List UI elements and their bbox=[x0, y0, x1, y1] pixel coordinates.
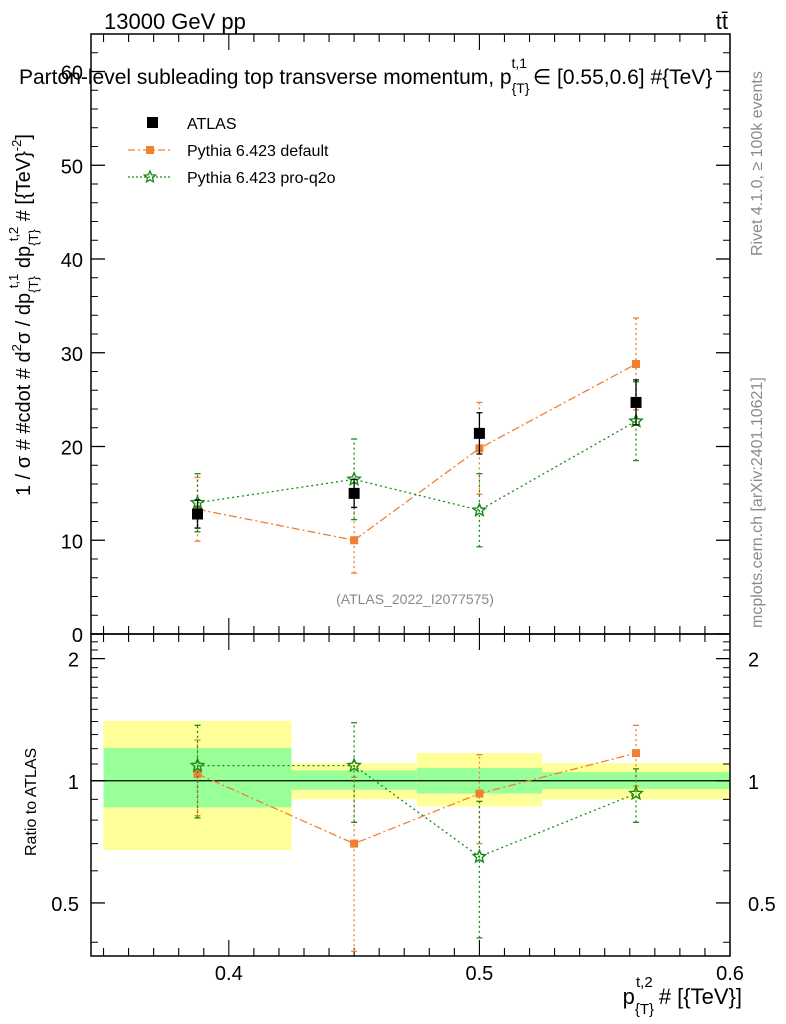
default-point-marker bbox=[632, 360, 641, 368]
ratio-y-tick-label-right: 2 bbox=[748, 650, 759, 672]
ratio-pro-q2o-point-marker bbox=[346, 757, 363, 773]
main-y-tick-label: 40 bbox=[61, 250, 83, 272]
legend-marker-atlas bbox=[147, 117, 158, 128]
main-data-layer bbox=[189, 317, 644, 574]
atlas-point-marker bbox=[630, 396, 642, 408]
title-sup: t,1 bbox=[512, 55, 528, 71]
ratio-y-tick-label: 2 bbox=[68, 650, 79, 672]
ratio-y-tick-label-right: 1 bbox=[748, 772, 759, 794]
pro-q2o-point-line bbox=[197, 420, 637, 511]
legend-label-pro-q2o: Pythia 6.423 pro-q2o bbox=[187, 170, 336, 187]
main-x-ticks bbox=[102, 34, 731, 634]
process-label: tt̄ bbox=[716, 9, 728, 34]
ratio-x-tick-label: 0.5 bbox=[466, 963, 494, 985]
ratio-y-tick-label: 1 bbox=[68, 772, 79, 794]
ratio-pro-q2o-point-marker bbox=[471, 848, 488, 864]
main-y-tick-label: 60 bbox=[61, 63, 83, 85]
main-y-tick-label: 20 bbox=[61, 438, 83, 460]
ratio-default-point-line bbox=[197, 752, 637, 845]
title-sub: {T} bbox=[512, 80, 530, 96]
ratio-y-tick-label-right: 0.5 bbox=[748, 894, 776, 916]
main-y-axis: 0 10 20 30 40 50 60 bbox=[61, 52, 730, 647]
title-main: Parton-level subleading top transverse m… bbox=[19, 66, 512, 89]
ratio-pro-q2o-point-marker bbox=[189, 757, 206, 773]
ratio-default-point-marker bbox=[475, 789, 484, 798]
atlas-point-marker bbox=[473, 427, 485, 439]
legend-label-default: Pythia 6.423 default bbox=[187, 143, 329, 160]
ratio-pro-q2o-point-marker bbox=[628, 785, 644, 801]
ratio-y-label: Ratio to ATLAS bbox=[23, 748, 40, 856]
legend-label-atlas: ATLAS bbox=[187, 116, 237, 133]
legend: ATLAS Pythia 6.423 default Pythia 6.423 … bbox=[128, 116, 336, 187]
ratio-default-point-marker bbox=[350, 839, 359, 848]
ratio-default-point-marker bbox=[632, 749, 641, 758]
default-point-marker bbox=[350, 536, 359, 545]
ratio-x-label: p{T}t,2 # [{TeV}] bbox=[623, 974, 742, 1018]
ratio-default-point-marker bbox=[193, 769, 202, 778]
mcplots-label: mcplots.cern.ch [arXiv:2401.10621] bbox=[749, 377, 766, 628]
ratio-y-tick-label: 0.5 bbox=[51, 894, 79, 916]
main-y-tick-label: 0 bbox=[72, 625, 83, 647]
rivet-label: Rivet 4.1.0, ≥ 100k events bbox=[749, 71, 766, 256]
legend-marker-pro-q2o bbox=[142, 169, 158, 184]
default-point-line bbox=[197, 363, 637, 541]
atlas-point-marker bbox=[192, 508, 203, 520]
analysis-watermark: (ATLAS_2022_I2077575) bbox=[336, 591, 494, 607]
atlas-point-marker bbox=[348, 487, 360, 499]
main-y-tick-label: 10 bbox=[61, 531, 83, 553]
ratio-panel-frame bbox=[90, 633, 731, 957]
ratio-x-tick-label: 0.6 bbox=[716, 963, 744, 985]
main-y-label: 1 / σ # #cdot # d2σ / dp{T}t,1 dp{T}t,2 … bbox=[6, 134, 41, 496]
ratio-y-axis: 0.5 0.5 1 1 2 2 bbox=[51, 641, 776, 943]
plot-title: Parton-level subleading top transverse m… bbox=[19, 55, 712, 96]
main-y-tick-label: 30 bbox=[61, 344, 83, 366]
ratio-pro-q2o-point-line bbox=[197, 764, 637, 858]
ratio-x-axis: 0.4 0.5 0.6 bbox=[102, 634, 744, 985]
legend-marker-default bbox=[146, 146, 154, 154]
energy-label: 13000 GeV pp bbox=[104, 9, 246, 34]
pro-q2o-point-marker bbox=[471, 501, 488, 517]
main-y-tick-label: 50 bbox=[61, 156, 83, 178]
ratio-x-tick-label: 0.4 bbox=[215, 963, 243, 985]
title-tail: ∈ [0.55,0.6] #{TeV} bbox=[527, 66, 712, 89]
ratio-data-layer bbox=[189, 722, 644, 952]
